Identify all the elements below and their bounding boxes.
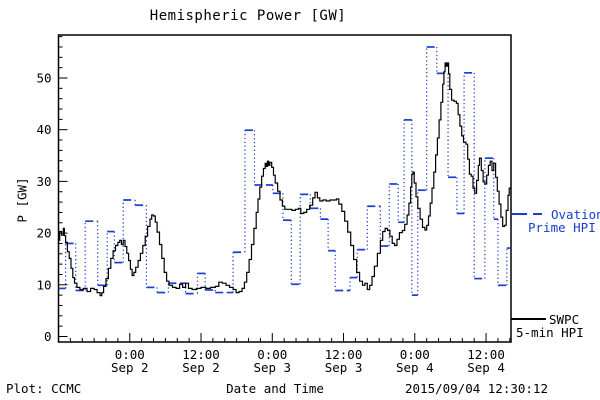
x-axis-label: Date and Time — [226, 381, 324, 396]
svg-text:12:00: 12:00 — [467, 347, 505, 362]
chart-title: Hemispheric Power [GW] — [149, 8, 347, 24]
axis-ticks — [58, 36, 511, 342]
svg-text:40: 40 — [36, 122, 51, 137]
svg-text:Sep 2: Sep 2 — [182, 360, 220, 375]
ovation-series — [58, 46, 511, 296]
svg-text:Sep 4: Sep 4 — [396, 360, 434, 375]
svg-text:50: 50 — [36, 71, 51, 86]
svg-text:Sep 3: Sep 3 — [325, 360, 363, 375]
svg-text:12:00: 12:00 — [182, 347, 220, 362]
svg-text:Sep 4: Sep 4 — [467, 360, 505, 375]
plot-timestamp: 2015/09/04 12:30:12 — [405, 381, 548, 396]
swpc-legend-label-line1: SWPC — [549, 312, 580, 327]
svg-text:0:00: 0:00 — [257, 347, 287, 362]
y-axis-title: P [GW] — [14, 177, 30, 223]
svg-text:Sep 2: Sep 2 — [111, 360, 149, 375]
svg-text:12:00: 12:00 — [325, 347, 363, 362]
plot-border — [57, 34, 512, 343]
ovation-legend-label-line2: Prime HPI — [528, 220, 596, 235]
swpc-legend-label-line2: 5-min HPI — [516, 325, 584, 340]
svg-text:20: 20 — [36, 226, 51, 241]
svg-text:Sep 3: Sep 3 — [253, 360, 291, 375]
svg-text:0:00: 0:00 — [400, 347, 430, 362]
plot-source-label: Plot: CCMC — [6, 381, 82, 396]
svg-text:0: 0 — [44, 329, 52, 344]
ovation-legend-dash-icon — [512, 213, 550, 215]
svg-text:0:00: 0:00 — [115, 347, 145, 362]
ovation-legend-label-line1: Ovation — [551, 207, 600, 222]
swpc-legend-line-icon — [511, 318, 546, 320]
svg-text:10: 10 — [36, 277, 51, 292]
svg-text:30: 30 — [36, 174, 51, 189]
swpc-series — [58, 62, 511, 297]
